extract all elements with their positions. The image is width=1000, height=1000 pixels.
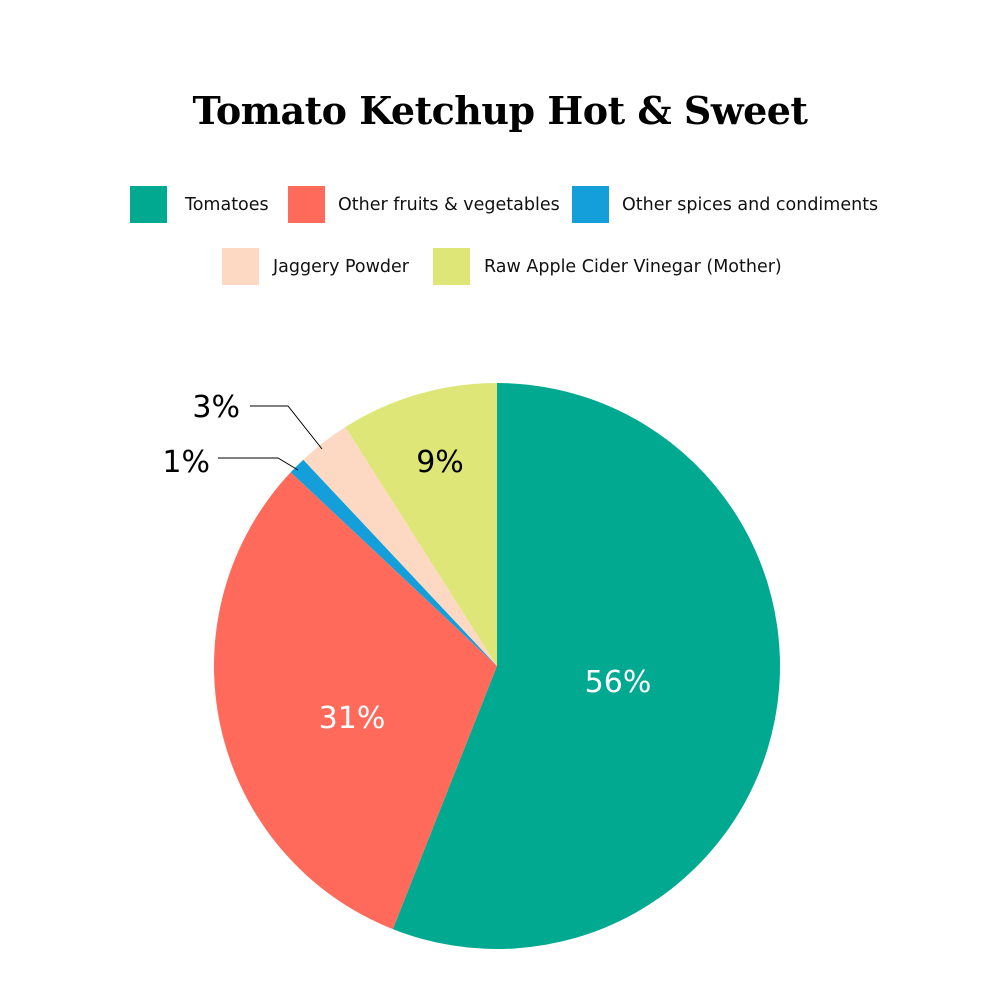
legend-item-vinegar: Raw Apple Cider Vinegar (Mother) xyxy=(433,248,782,285)
data-label-4: 9% xyxy=(416,445,464,480)
legend-item-tomatoes: Tomatoes xyxy=(130,186,269,223)
pie-slice-1 xyxy=(213,472,498,930)
data-label-1: 31% xyxy=(319,701,386,736)
legend-swatch xyxy=(572,186,609,223)
pie-slice-4 xyxy=(345,383,497,666)
leader-line-2 xyxy=(218,457,299,471)
legend-swatch xyxy=(288,186,325,223)
pie-slice-2 xyxy=(290,459,497,666)
pie-slice-0 xyxy=(392,383,780,949)
legend-label: Jaggery Powder xyxy=(273,256,410,277)
legend-label: Raw Apple Cider Vinegar (Mother) xyxy=(484,256,782,277)
legend-label: Other spices and condiments xyxy=(622,194,879,215)
data-label-2: 1% xyxy=(162,445,210,480)
legend-label: Tomatoes xyxy=(185,194,269,215)
legend-item-jaggery: Jaggery Powder xyxy=(222,248,409,285)
legend-swatch xyxy=(433,248,470,285)
legend-item-other-spices: Other spices and condiments xyxy=(572,186,878,223)
legend-swatch xyxy=(130,186,167,223)
legend-swatch xyxy=(222,248,259,285)
leader-line-3 xyxy=(250,405,323,450)
data-label-0: 56% xyxy=(585,665,652,700)
chart-title: Tomato Ketchup Hot & Sweet xyxy=(192,88,808,133)
legend-item-other-fruits: Other fruits & vegetables xyxy=(288,186,560,223)
legend-label: Other fruits & vegetables xyxy=(338,194,560,215)
data-label-3: 3% xyxy=(192,390,240,425)
pie-slice-3 xyxy=(303,427,497,666)
